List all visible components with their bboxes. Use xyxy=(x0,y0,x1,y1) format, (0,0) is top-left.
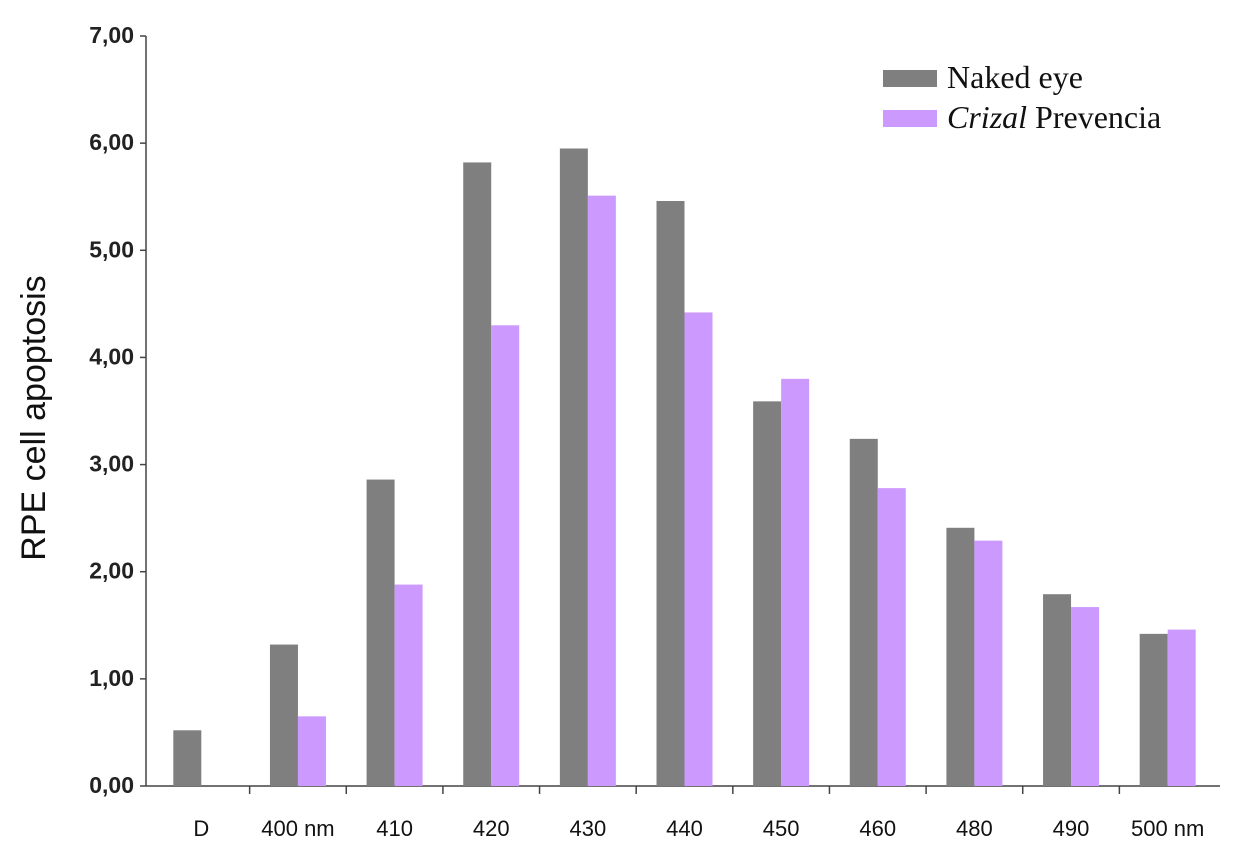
bar-crizal-prevencia-2 xyxy=(394,584,423,786)
bar-naked-eye-4 xyxy=(559,148,588,786)
legend-label-prevencia: Prevencia xyxy=(1027,99,1161,135)
axes: 0,00 1,00 2,00 3,00 4,00 5,00 6,00 7,00 D 400 nm 4… xyxy=(89,22,1220,841)
bar-crizal-prevencia-10 xyxy=(1167,629,1196,786)
bar-naked-eye-6 xyxy=(753,401,782,786)
bar-naked-eye-1 xyxy=(269,644,298,786)
legend-swatch-crizal-prevencia xyxy=(883,110,937,127)
x-tick-label: 480 xyxy=(956,816,993,841)
y-tick-label: 3,00 xyxy=(89,451,134,477)
bar-naked-eye-2 xyxy=(366,479,395,786)
y-tick-label: 1,00 xyxy=(89,665,134,691)
bar-crizal-prevencia-9 xyxy=(1071,607,1100,786)
x-tick-label: 410 xyxy=(376,816,413,841)
x-tick-label: 440 xyxy=(666,816,703,841)
bar-crizal-prevencia-8 xyxy=(974,540,1003,786)
bar-crizal-prevencia-3 xyxy=(491,325,520,786)
bars xyxy=(173,148,1196,787)
legend-label-naked-eye: Naked eye xyxy=(947,59,1083,95)
legend: Naked eye Crizal Prevencia xyxy=(883,59,1161,135)
y-tick-label: 2,00 xyxy=(89,558,134,584)
x-tick-label: 430 xyxy=(570,816,607,841)
legend-label-crizal: Crizal xyxy=(947,99,1027,135)
x-tick-label: 460 xyxy=(859,816,896,841)
legend-label-crizal-prevencia: Crizal Prevencia xyxy=(947,99,1161,135)
bar-naked-eye-9 xyxy=(1043,594,1072,786)
legend-swatch-naked-eye xyxy=(883,70,937,87)
x-tick-label: 420 xyxy=(473,816,510,841)
bar-crizal-prevencia-1 xyxy=(297,716,326,786)
x-tick-label: 450 xyxy=(763,816,800,841)
bar-naked-eye-7 xyxy=(849,438,878,786)
x-tick-label: 400 nm xyxy=(261,816,334,841)
bar-naked-eye-5 xyxy=(656,201,685,786)
x-tick-label: 500 nm xyxy=(1131,816,1204,841)
bar-crizal-prevencia-4 xyxy=(587,195,616,787)
bar-naked-eye-0 xyxy=(173,730,202,786)
y-tick-label: 5,00 xyxy=(89,236,134,262)
bar-naked-eye-3 xyxy=(463,162,492,786)
y-axis-label: RPE cell apoptosis xyxy=(15,275,53,560)
y-tick-label: 7,00 xyxy=(89,22,134,48)
y-tick-label: 0,00 xyxy=(89,772,134,798)
y-tick-label: 6,00 xyxy=(89,129,134,155)
bar-crizal-prevencia-7 xyxy=(877,488,906,786)
y-tick-label: 4,00 xyxy=(89,343,134,369)
bar-crizal-prevencia-5 xyxy=(684,312,713,786)
bar-crizal-prevencia-6 xyxy=(781,378,810,786)
x-tick-label: D xyxy=(193,816,209,841)
bar-naked-eye-10 xyxy=(1139,633,1168,786)
x-tick-label: 490 xyxy=(1053,816,1090,841)
bar-naked-eye-8 xyxy=(946,527,975,786)
